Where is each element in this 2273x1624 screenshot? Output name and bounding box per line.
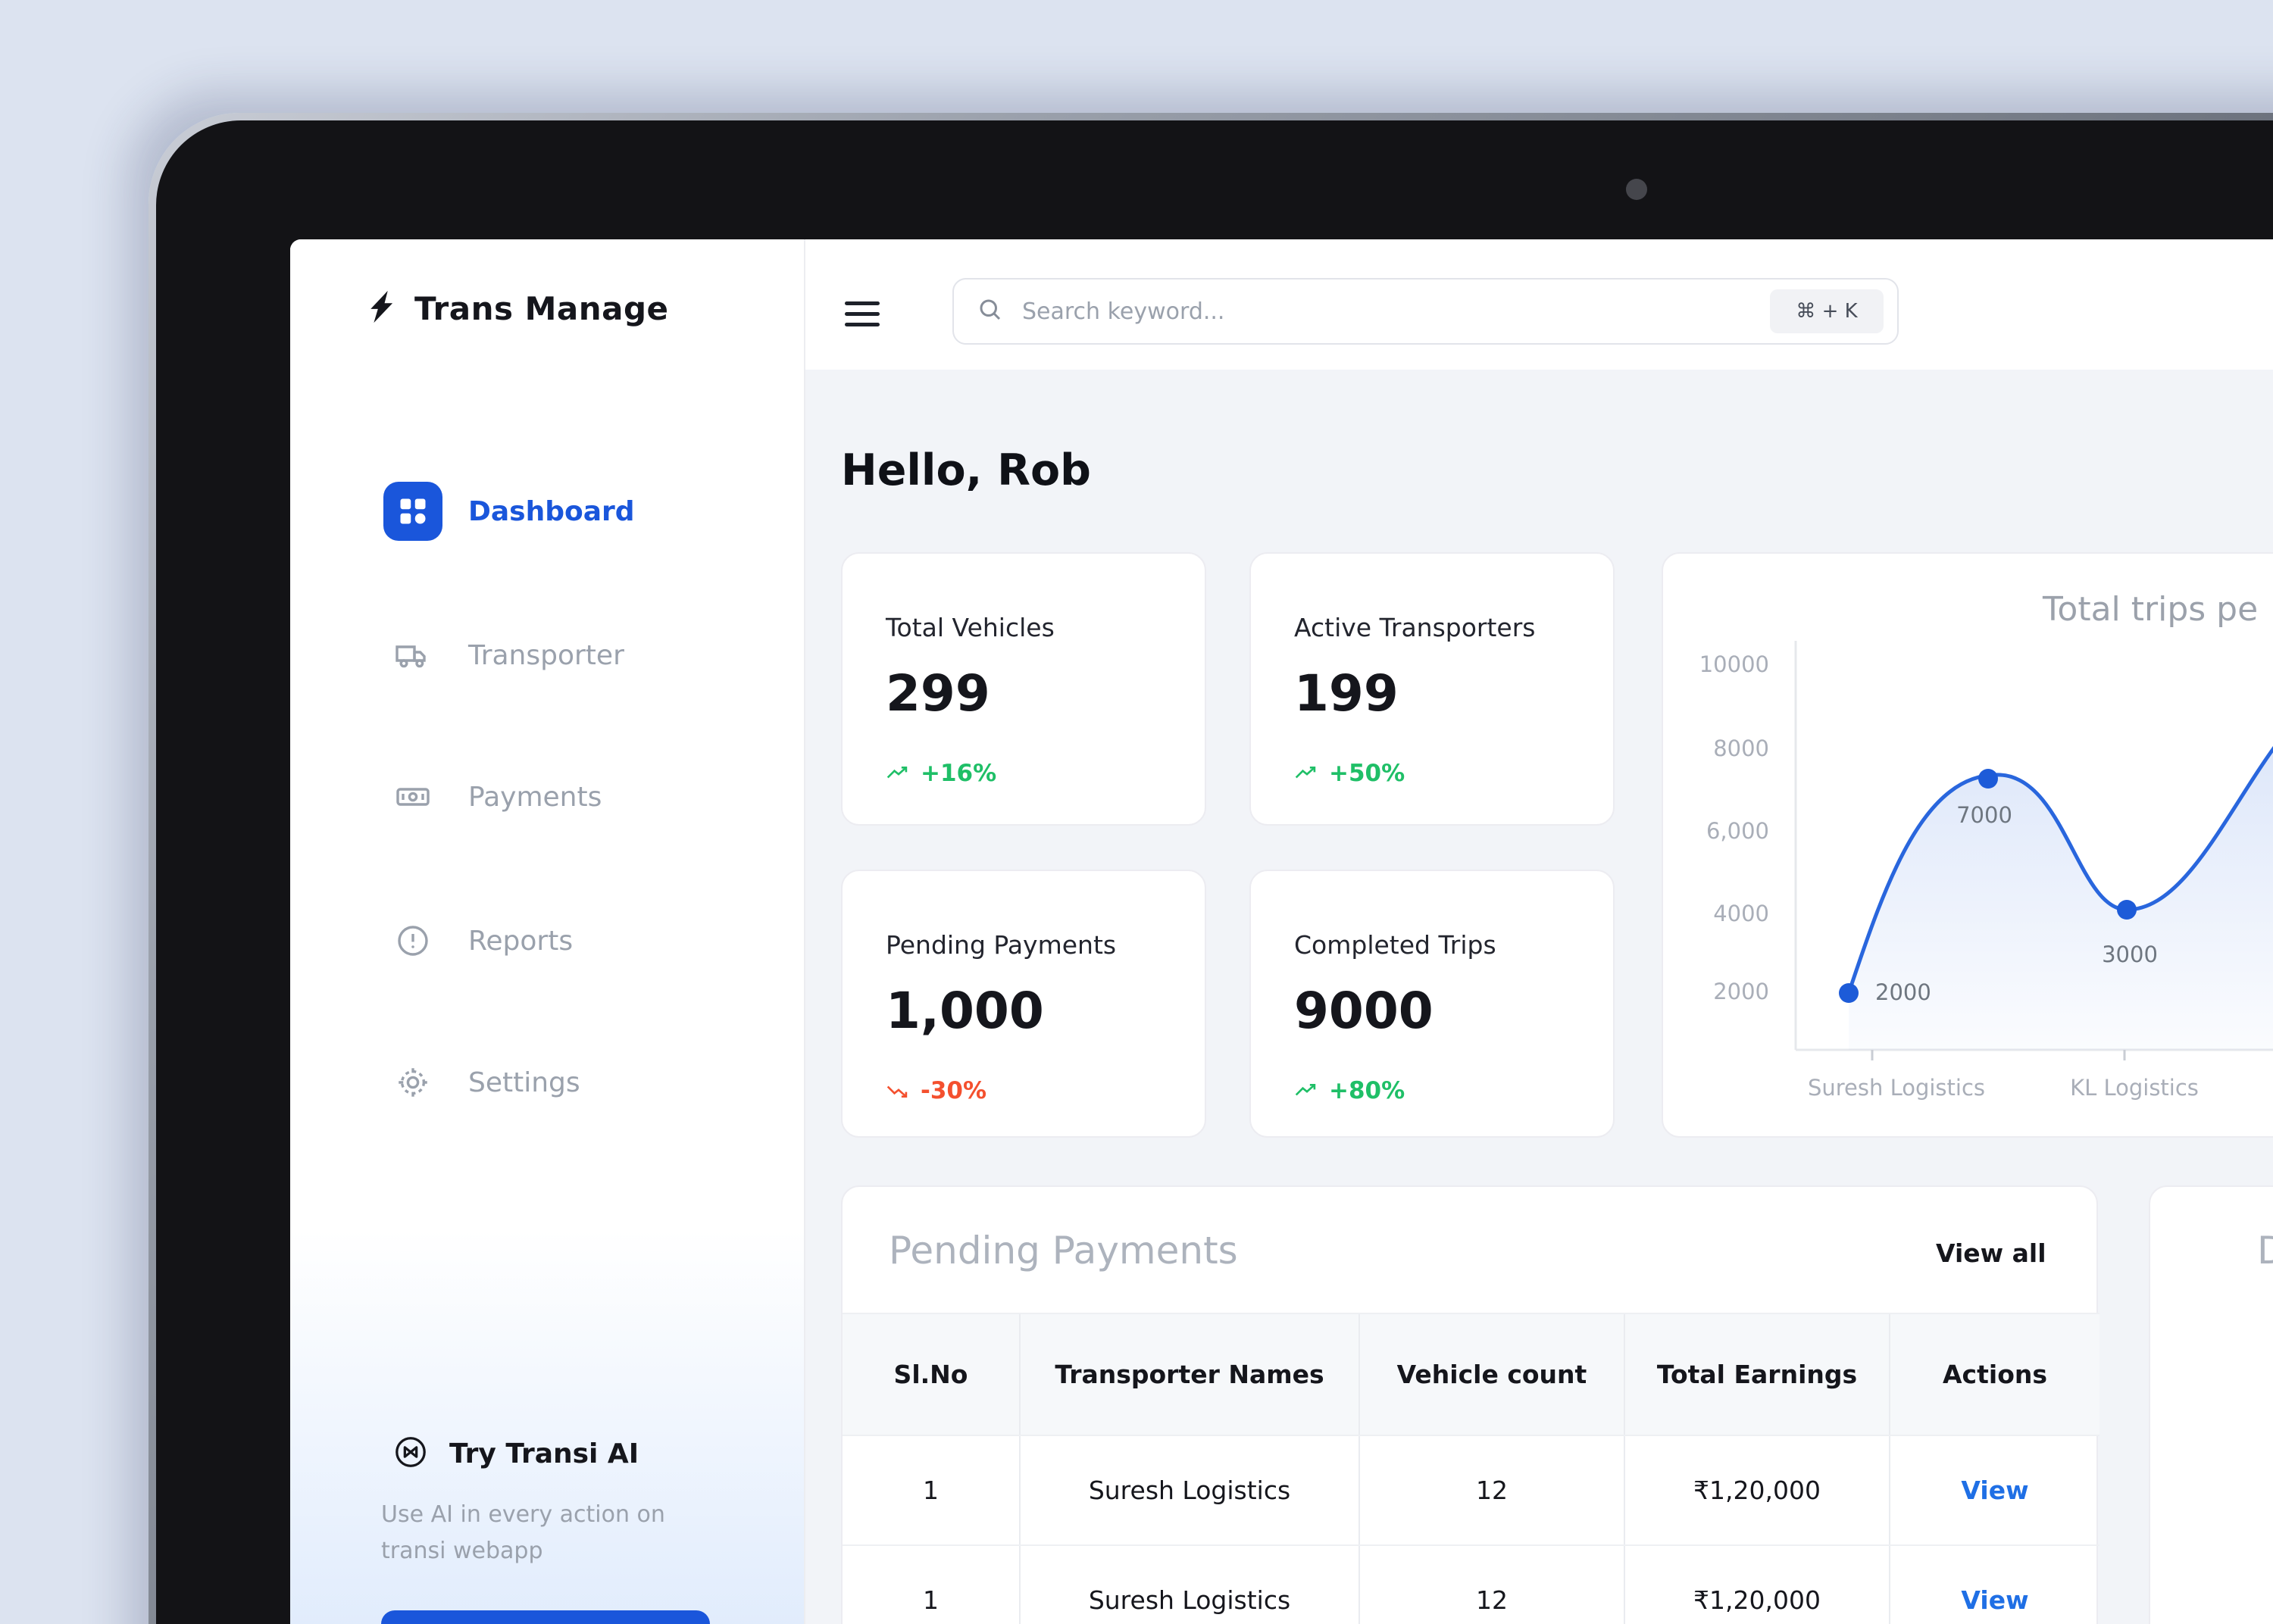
chart-point[interactable] — [1839, 983, 1859, 1003]
view-all-link[interactable]: View all — [1936, 1238, 2046, 1268]
stat-title: Completed Trips — [1294, 930, 1496, 960]
table-title: Pending Payments — [889, 1229, 1238, 1273]
chart-point[interactable] — [1978, 769, 1998, 789]
menu-icon[interactable] — [845, 301, 880, 333]
table-row: 1 Suresh Logistics 12 ₹1,20,000 View — [843, 1546, 2099, 1624]
cell-earnings: ₹1,20,000 — [1625, 1546, 1890, 1624]
promo-title: Try Transi AI — [449, 1438, 639, 1469]
stat-value: 299 — [886, 664, 990, 723]
promo-description: Use AI in every action on transi webapp — [381, 1501, 665, 1564]
gear-icon — [395, 1064, 431, 1101]
chart-point[interactable] — [2117, 900, 2137, 920]
pending-payments-card: Pending Payments View all Sl.No Transpor… — [841, 1185, 2099, 1624]
point-label: 7000 — [1956, 802, 2012, 828]
keyboard-shortcut-badge: ⌘ + K — [1770, 289, 1884, 333]
transi-ai-icon — [393, 1435, 428, 1473]
column-header: Actions — [1943, 1360, 2047, 1389]
stat-title: Total Vehicles — [886, 613, 1055, 642]
stat-value: 1,000 — [886, 982, 1044, 1040]
truck-icon — [395, 637, 431, 673]
point-label: 2000 — [1875, 979, 1931, 1005]
table-row: 1 Suresh Logistics 12 ₹1,20,000 View — [843, 1436, 2099, 1546]
trend-up-icon — [886, 766, 908, 779]
app-window: Trans Manage Dashboard — [290, 239, 2273, 1624]
y-axis-tick: 2000 — [1713, 979, 1769, 1004]
stat-change: +50% — [1294, 760, 1405, 787]
line-chart — [1794, 641, 2273, 1060]
trips-chart-card: Total trips pe — [1662, 552, 2273, 1138]
secondary-card: D — [2149, 1185, 2273, 1624]
main-content: Hello, Rob Total Vehicles 299 +16% Activ… — [805, 370, 2273, 1624]
sidebar-item-settings[interactable]: Settings — [290, 1045, 805, 1120]
trend-up-icon — [1295, 1083, 1316, 1096]
cell-earnings: ₹1,20,000 — [1625, 1436, 1890, 1544]
stat-change: -30% — [886, 1077, 986, 1104]
stat-card-pending-payments: Pending Payments 1,000 -30% — [841, 870, 1206, 1138]
search-input[interactable] — [1021, 297, 1770, 326]
trend-down-icon — [886, 1085, 908, 1098]
lightning-logo-icon — [364, 289, 399, 327]
stat-value: 9000 — [1294, 982, 1434, 1040]
topbar: ⌘ + K — [805, 239, 2273, 370]
chart-title: Total trips pe — [2043, 590, 2259, 629]
transi-ai-promo: Try Transi AI — [393, 1435, 639, 1473]
x-axis-label: KL Logistics — [2070, 1075, 2199, 1101]
alert-circle-icon — [395, 923, 431, 959]
banknote-icon — [395, 779, 431, 815]
sidebar-item-label: Settings — [468, 1067, 580, 1098]
sidebar-item-label: Payments — [468, 781, 602, 813]
secondary-card-title: D — [2257, 1229, 2273, 1273]
sidebar-item-label: Transporter — [468, 639, 624, 671]
stat-change: +80% — [1294, 1077, 1405, 1104]
cell-vehicle-count: 12 — [1360, 1546, 1625, 1624]
column-header: Vehicle count — [1360, 1314, 1625, 1435]
y-axis-tick: 8000 — [1713, 735, 1769, 761]
stat-title: Pending Payments — [886, 930, 1117, 960]
sidebar-item-reports[interactable]: Reports — [290, 903, 805, 979]
stat-card-active-transporters: Active Transporters 199 +50% — [1249, 552, 1615, 826]
stat-title: Active Transporters — [1294, 613, 1536, 642]
stat-value: 199 — [1294, 664, 1399, 723]
search-icon — [977, 296, 1004, 326]
webcam-dot — [1626, 179, 1647, 200]
trend-up-icon — [1295, 766, 1316, 779]
cell-vehicle-count: 12 — [1360, 1436, 1625, 1544]
app-logo: Trans Manage — [364, 289, 669, 327]
sidebar-item-label: Reports — [468, 925, 574, 957]
column-header: Sl.No — [843, 1314, 1021, 1435]
y-axis-tick: 6,000 — [1706, 818, 1769, 844]
point-label: 3000 — [2102, 942, 2158, 967]
sidebar-item-payments[interactable]: Payments — [290, 759, 805, 835]
sidebar-item-dashboard[interactable]: Dashboard — [290, 473, 805, 549]
view-link[interactable]: View — [1961, 1476, 2029, 1505]
search-bar: ⌘ + K — [952, 278, 1899, 345]
stat-card-total-vehicles: Total Vehicles 299 +16% — [841, 552, 1206, 826]
promo-cta-button[interactable] — [381, 1610, 710, 1624]
view-link[interactable]: View — [1961, 1585, 2029, 1615]
column-header: Total Earnings — [1625, 1314, 1890, 1435]
cell-transporter: Suresh Logistics — [1021, 1436, 1360, 1544]
page-greeting: Hello, Rob — [841, 445, 1091, 495]
app-title: Trans Manage — [414, 289, 669, 327]
cell-slno: 1 — [843, 1436, 1021, 1544]
column-header: Transporter Names — [1021, 1314, 1360, 1435]
dashboard-icon — [383, 482, 442, 541]
sidebar: Trans Manage Dashboard — [290, 239, 805, 1624]
x-axis-label: Suresh Logistics — [1807, 1075, 1986, 1101]
stat-card-completed-trips: Completed Trips 9000 +80% — [1249, 870, 1615, 1138]
cell-transporter: Suresh Logistics — [1021, 1546, 1360, 1624]
stat-change: +16% — [886, 760, 996, 787]
sidebar-item-label: Dashboard — [468, 495, 635, 527]
cell-slno: 1 — [843, 1546, 1021, 1624]
y-axis-tick: 4000 — [1713, 901, 1769, 926]
sidebar-item-transporter[interactable]: Transporter — [290, 617, 805, 693]
y-axis-tick: 10000 — [1699, 651, 1769, 677]
table-header-row: Sl.No Transporter Names Vehicle count To… — [843, 1313, 2099, 1436]
